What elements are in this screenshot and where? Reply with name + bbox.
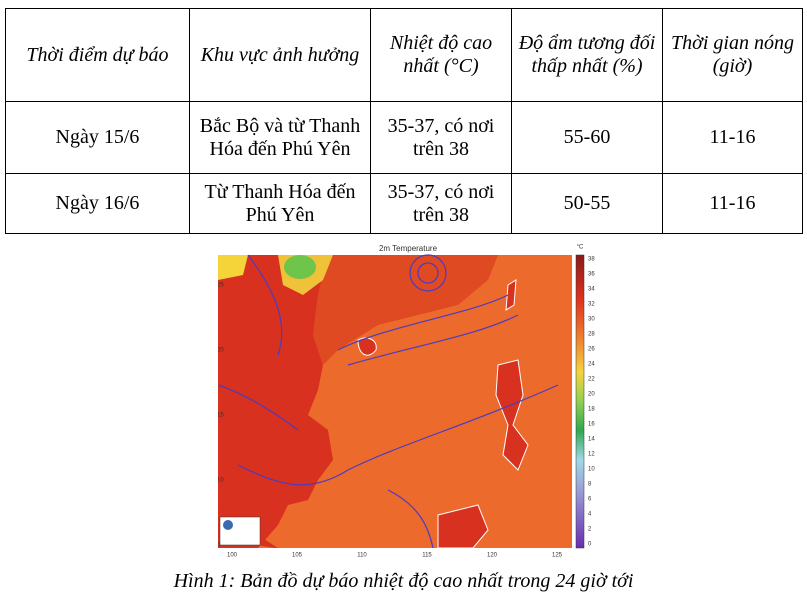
colorbar-tick-label: 38 <box>588 257 595 263</box>
lon-label: 120 <box>487 553 498 559</box>
lon-label: 125 <box>552 553 563 559</box>
lat-label: 20 <box>218 348 224 354</box>
colorbar-tick-label: 24 <box>588 362 595 368</box>
colorbar-tick-label: 32 <box>588 302 595 308</box>
cell: Bắc Bộ và từ Thanh Hóa đến Phú Yên <box>189 101 371 174</box>
map-area <box>218 254 572 549</box>
colorbar-tick-label: 14 <box>588 437 595 443</box>
colorbar-tick-label: 4 <box>588 512 592 518</box>
cell: Ngày 15/6 <box>5 101 190 174</box>
colorbar-tick-label: 0 <box>588 542 592 548</box>
cell: Ngày 16/6 <box>5 173 190 234</box>
land <box>313 255 498 365</box>
island <box>505 279 517 311</box>
island <box>495 359 529 471</box>
cell: 11-16 <box>662 101 803 174</box>
table-row: Ngày 16/6 Từ Thanh Hóa đến Phú Yên 35-37… <box>5 173 803 234</box>
colorbar <box>575 254 585 549</box>
colorbar-tick-label: 30 <box>588 317 595 323</box>
colorbar-unit: °C <box>577 245 584 251</box>
map-title: 2m Temperature <box>379 244 438 253</box>
colorbar-tick-label: 12 <box>588 452 595 458</box>
colorbar-tick-label: 18 <box>588 407 595 413</box>
cell: 35-37, có nơi trên 38 <box>370 173 512 234</box>
colorbar-tick-label: 20 <box>588 392 595 398</box>
warm-zone <box>218 255 248 280</box>
header-row: Thời điểm dự báo Khu vực ảnh hưởng Nhiệt… <box>5 8 803 102</box>
temperature-map: 2m Temperature °C 3836343230282624222018… <box>218 244 595 559</box>
colorbar-tick-label: 6 <box>588 497 592 503</box>
colorbar-tick-label: 8 <box>588 482 592 488</box>
colorbar-tick-label: 34 <box>588 287 595 293</box>
header-cell: Khu vực ảnh hưởng <box>189 8 371 102</box>
caption: Hình 1: Bản đồ dự báo nhiệt độ cao nhất … <box>173 570 634 592</box>
lat-label: 5 <box>218 543 221 549</box>
colorbar-tick-label: 16 <box>588 422 595 428</box>
lon-label: 105 <box>292 553 303 559</box>
header-cell: Nhiệt độ cao nhất (°C) <box>370 8 512 102</box>
lat-label: 25 <box>218 283 224 289</box>
colorbar-tick-label: 2 <box>588 527 592 533</box>
cell: 11-16 <box>662 173 803 234</box>
colorbar-tick-label: 36 <box>588 272 595 278</box>
lat-label: 10 <box>218 478 224 484</box>
cool-zone <box>284 255 316 279</box>
colorbar-tick-label: 22 <box>588 377 595 383</box>
cell: 55-60 <box>511 101 663 174</box>
island <box>437 504 489 549</box>
cell: Từ Thanh Hóa đến Phú Yên <box>189 173 371 234</box>
table-row: Ngày 15/6 Bắc Bộ và từ Thanh Hóa đến Phú… <box>5 101 803 174</box>
header-cell: Độ ẩm tương đối thấp nhất (%) <box>511 8 663 102</box>
cell: 35-37, có nơi trên 38 <box>370 101 512 174</box>
land <box>218 255 333 548</box>
header-cell: Thời điểm dự báo <box>5 8 190 102</box>
colorbar-tick-label: 10 <box>588 467 595 473</box>
lon-label: 110 <box>357 553 367 559</box>
lon-label: 115 <box>422 553 432 559</box>
lat-label: 15 <box>218 413 224 419</box>
colorbar-tick-label: 26 <box>588 347 595 353</box>
contours <box>218 254 559 549</box>
logo <box>223 520 233 530</box>
forecast-table: Thời điểm dự báo Khu vực ảnh hưởng Nhiệt… <box>5 8 803 234</box>
cell: 50-55 <box>511 173 663 234</box>
lon-label: 100 <box>227 553 238 559</box>
header-cell: Thời gian nóng (giờ) <box>662 8 803 102</box>
colorbar-tick-label: 28 <box>588 332 595 338</box>
